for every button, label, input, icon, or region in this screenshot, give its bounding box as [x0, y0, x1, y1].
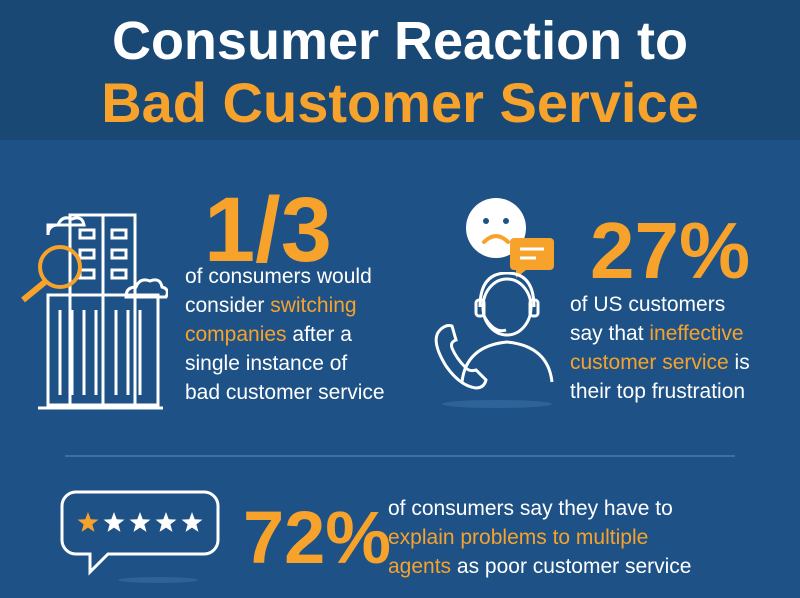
stat3-line2: explain problems to multiple	[388, 523, 788, 552]
headset-agent-icon	[434, 272, 554, 408]
stat1-text: of consumers would consider switching co…	[185, 262, 425, 407]
buildings-magnifier-icon	[21, 213, 168, 410]
stat2-line3-post: is	[728, 351, 750, 374]
star-empty-icon	[129, 512, 151, 532]
stat1-line5: bad customer service	[185, 381, 385, 404]
stat2-line3: customer service is	[570, 348, 780, 377]
stat2-highlight-customer-service: customer service	[570, 351, 729, 374]
section-divider	[65, 455, 735, 457]
stat1-highlight-companies: companies	[185, 323, 287, 346]
stat1-value: 1/3	[204, 179, 332, 281]
stat1-line1: of consumers would	[185, 265, 372, 288]
stat1-highlight-switching: switching	[270, 294, 357, 317]
stat3-text: of consumers say they have to explain pr…	[388, 494, 788, 581]
stat3-line1: of consumers say they have to	[388, 497, 673, 520]
star-empty-icon	[103, 512, 125, 532]
stat1-line2: consider switching	[185, 291, 425, 320]
stat2-line1: of US customers	[570, 293, 726, 316]
rating-bubble-icon	[60, 490, 220, 583]
title-line-2: Bad Customer Service	[101, 71, 699, 134]
stat3-value: 72%	[243, 496, 392, 579]
stat2-value: 27%	[590, 206, 751, 295]
star-empty-icon	[155, 512, 177, 532]
stat1-line4: single instance of	[185, 352, 348, 375]
stat2-highlight-ineffective: ineffective	[649, 322, 744, 345]
stat2-line2-pre: say that	[570, 322, 650, 345]
stat3-line3-post: as poor customer service	[451, 555, 692, 578]
header-band	[0, 0, 800, 140]
stat3-line3: agents as poor customer service	[388, 552, 788, 581]
stat1-line3-post: after a	[286, 323, 352, 346]
stat3-highlight-explain: explain problems to multiple	[388, 526, 649, 549]
star-filled-icon	[77, 512, 99, 532]
stat3-highlight-agents: agents	[388, 555, 452, 578]
title-line-1: Consumer Reaction to	[111, 11, 689, 71]
stat2-text: of US customers say that ineffective cus…	[570, 290, 780, 406]
chat-bubble-icon	[510, 238, 554, 278]
stat2-line2: say that ineffective	[570, 319, 780, 348]
stat1-line2-pre: consider	[185, 294, 271, 317]
stat2-line4: their top frustration	[570, 380, 746, 403]
star-empty-icon	[181, 512, 203, 532]
stat1-line3: companies after a	[185, 320, 425, 349]
